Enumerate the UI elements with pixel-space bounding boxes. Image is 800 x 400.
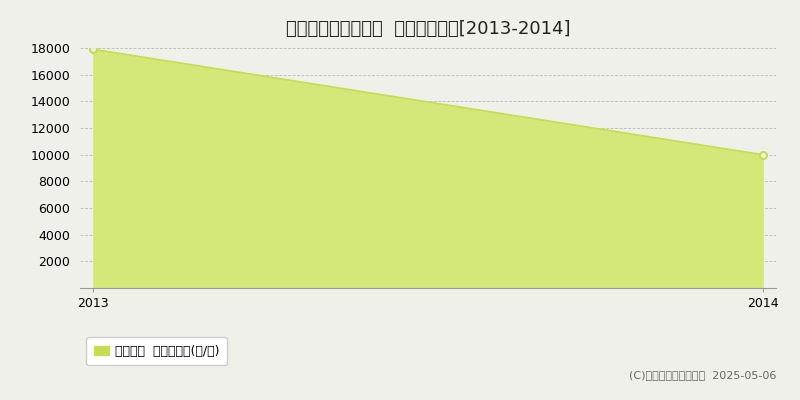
Legend: 農地価格  平均嵪単価(円/嵪): 農地価格 平均嵪単価(円/嵪) <box>86 338 227 366</box>
Text: (C)土地価格ドットコム  2025-05-06: (C)土地価格ドットコム 2025-05-06 <box>629 370 776 380</box>
Title: 中新川郡立山町横沢  農地価格推移[2013-2014]: 中新川郡立山町横沢 農地価格推移[2013-2014] <box>286 20 570 38</box>
